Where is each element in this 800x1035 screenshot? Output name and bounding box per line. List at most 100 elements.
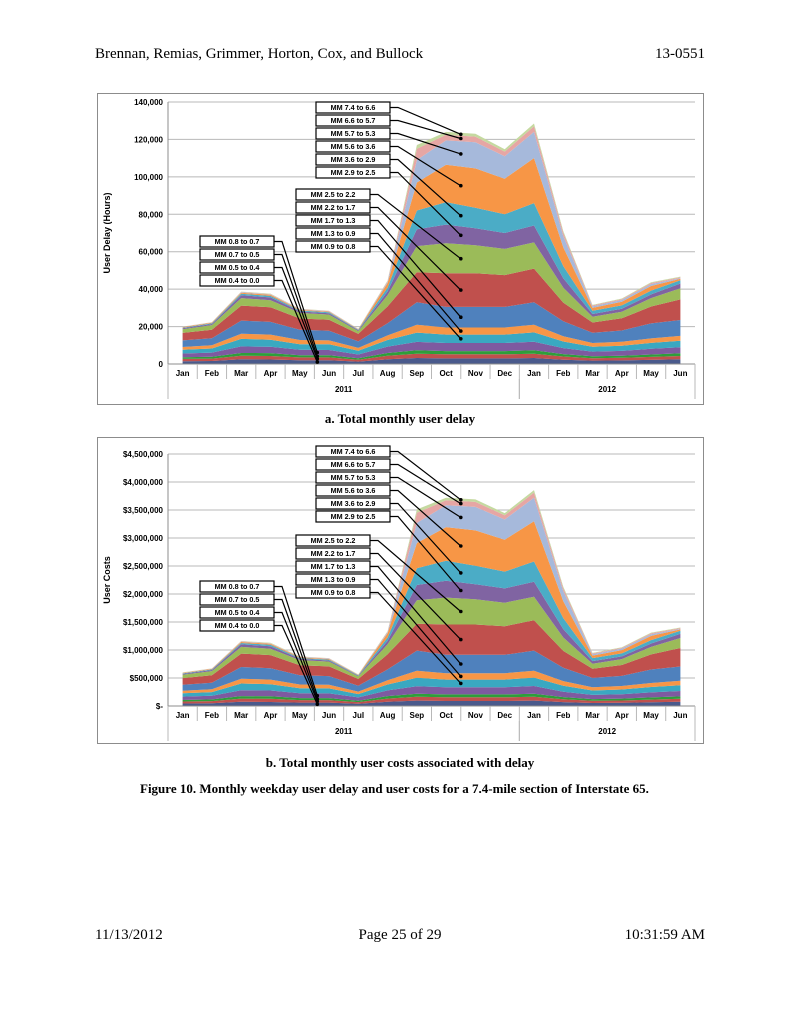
x-tick-label: Jun — [673, 369, 687, 378]
footer-time: 10:31:59 AM — [624, 927, 705, 943]
x-tick-label: Nov — [468, 369, 484, 378]
area-series — [182, 693, 681, 703]
x-tick-label: Dec — [497, 369, 512, 378]
callout-leader-line — [370, 232, 462, 332]
footer-page-number: Page 25 of 29 — [358, 927, 442, 943]
x-tick-label: Jul — [353, 711, 365, 720]
area-series — [182, 700, 681, 706]
callout-label: MM 2.2 to 1.7 — [311, 549, 356, 558]
callout-label: MM 5.6 to 3.6 — [331, 142, 376, 151]
callout-point — [459, 515, 463, 520]
y-tick-label: 80,000 — [139, 210, 164, 219]
year-label: 2012 — [598, 385, 616, 394]
area-series — [182, 677, 681, 698]
callout-point — [459, 637, 463, 642]
area-series — [182, 358, 681, 364]
callout-point — [459, 233, 463, 238]
callout-point — [459, 256, 463, 261]
callout-label: MM 0.4 to 0.0 — [215, 276, 260, 285]
callout-leader-line — [390, 119, 461, 140]
callout-leader-line — [390, 463, 462, 505]
callout-point — [459, 329, 463, 333]
callout-label: MM 0.4 to 0.0 — [215, 621, 260, 630]
area-series — [182, 686, 681, 701]
x-tick-label: Jan — [176, 369, 190, 378]
callout-point — [459, 152, 463, 156]
area-series — [182, 670, 681, 695]
callout-leader-line — [274, 266, 318, 360]
callout-leader-line — [370, 219, 462, 318]
y-axis-label: User Delay (Hours) — [102, 192, 112, 273]
x-tick-label: Jul — [353, 369, 365, 378]
callout-label: MM 6.6 to 5.7 — [331, 460, 376, 469]
year-label: 2012 — [598, 727, 616, 736]
callout-leader-line — [370, 552, 462, 641]
callout-leader-line — [370, 245, 462, 340]
callout-point — [459, 588, 463, 593]
y-tick-label: $1,000,000 — [123, 646, 164, 655]
y-tick-label: $3,000,000 — [123, 534, 164, 543]
subcaption-user-delay: a. Total monthly user delay — [324, 411, 476, 426]
callout-leader-line — [390, 515, 462, 591]
x-tick-label: Jan — [527, 369, 541, 378]
callout-leader-line — [390, 171, 462, 236]
x-tick-label: May — [643, 369, 659, 378]
callout-label: MM 6.6 to 5.7 — [331, 116, 376, 125]
callout-label: MM 0.7 to 0.5 — [215, 250, 260, 259]
callout-label: MM 2.9 to 2.5 — [331, 512, 376, 521]
callout-point — [459, 132, 463, 137]
callout-label: MM 1.7 to 1.3 — [311, 216, 356, 225]
callout-leader-line — [370, 206, 462, 291]
callout-point — [315, 360, 320, 364]
callout-label: MM 7.4 to 6.6 — [331, 447, 376, 456]
area-series — [182, 324, 681, 351]
x-tick-label: Sep — [410, 711, 425, 720]
callout-point — [315, 702, 320, 707]
callout-point — [459, 136, 463, 141]
y-tick-label: 20,000 — [139, 323, 164, 332]
x-tick-label: Jun — [322, 711, 336, 720]
callout-leader-line — [390, 158, 462, 217]
y-tick-label: $1,500,000 — [123, 618, 164, 627]
x-tick-label: Jun — [673, 711, 687, 720]
x-tick-label: Jan — [527, 711, 541, 720]
chart-user-costs-svg: $- $500,000 $1,000,000 $1,500,000 $2,000,000… — [102, 445, 696, 741]
x-tick-label: Mar — [585, 711, 599, 720]
area-series — [182, 341, 681, 359]
chart-user-delay-svg: 0 20,000 40,000 60,000 80,000 100,000 120,000 1… — [102, 98, 696, 399]
year-label: 2011 — [335, 385, 353, 394]
x-tick-label: May — [292, 711, 308, 720]
callout-label: MM 5.7 to 5.3 — [331, 473, 376, 482]
x-tick-label: Feb — [556, 369, 570, 378]
callout-leader-line — [370, 591, 462, 684]
callout-point — [459, 544, 463, 548]
callout-leader-line — [390, 106, 462, 135]
callout-leader-line — [370, 193, 462, 260]
y-tick-label: 140,000 — [134, 98, 163, 107]
callout-point — [459, 674, 463, 679]
callout-label: MM 7.4 to 6.6 — [331, 103, 376, 112]
x-tick-label: Aug — [380, 369, 396, 378]
callout-label: MM 1.7 to 1.3 — [311, 562, 356, 571]
y-tick-label: $3,500,000 — [123, 506, 164, 515]
y-tick-label: 120,000 — [134, 135, 163, 144]
callout-leader-line — [274, 624, 318, 705]
callout-label: MM 3.6 to 2.9 — [331, 499, 376, 508]
y-axis-label: User Costs — [102, 556, 112, 604]
y-tick-label: 100,000 — [134, 173, 163, 182]
x-tick-label: Apr — [264, 711, 278, 720]
x-tick-label: Mar — [234, 711, 248, 720]
callout-point — [459, 337, 463, 341]
y-tick-label: 0 — [159, 360, 164, 369]
x-tick-label: Dec — [497, 711, 512, 720]
x-tick-label: Nov — [468, 711, 484, 720]
callout-leader-line — [390, 132, 461, 155]
x-tick-label: Jan — [176, 711, 190, 720]
x-tick-label: Oct — [439, 711, 453, 720]
running-header-doc-id: 13-0551 — [655, 46, 705, 62]
callout-leader-line — [274, 598, 318, 700]
running-header-authors: Brennan, Remias, Grimmer, Horton, Cox, a… — [95, 46, 424, 62]
callout-label: MM 1.3 to 0.9 — [311, 229, 356, 238]
y-tick-label: $4,000,000 — [123, 478, 164, 487]
area-series — [182, 696, 681, 704]
